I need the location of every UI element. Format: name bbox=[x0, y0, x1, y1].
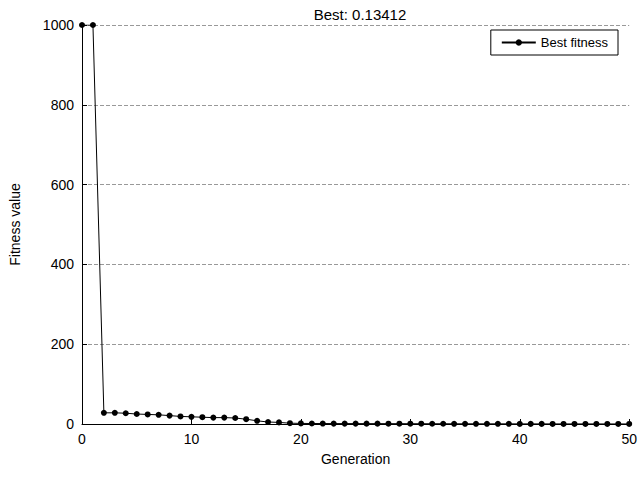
svg-text:0: 0 bbox=[78, 431, 86, 447]
svg-text:800: 800 bbox=[51, 97, 75, 113]
svg-text:400: 400 bbox=[51, 256, 75, 272]
svg-text:Best fitness: Best fitness bbox=[541, 35, 609, 50]
svg-text:600: 600 bbox=[51, 177, 75, 193]
svg-text:0: 0 bbox=[66, 416, 74, 432]
svg-text:Generation: Generation bbox=[321, 451, 390, 467]
svg-text:200: 200 bbox=[51, 336, 75, 352]
svg-text:Best: 0.13412: Best: 0.13412 bbox=[314, 6, 407, 23]
svg-text:1000: 1000 bbox=[43, 17, 74, 33]
svg-text:40: 40 bbox=[512, 431, 528, 447]
svg-text:50: 50 bbox=[621, 431, 637, 447]
svg-text:30: 30 bbox=[403, 431, 419, 447]
svg-text:10: 10 bbox=[184, 431, 200, 447]
svg-text:20: 20 bbox=[293, 431, 309, 447]
svg-text:Fitness value: Fitness value bbox=[7, 183, 23, 266]
